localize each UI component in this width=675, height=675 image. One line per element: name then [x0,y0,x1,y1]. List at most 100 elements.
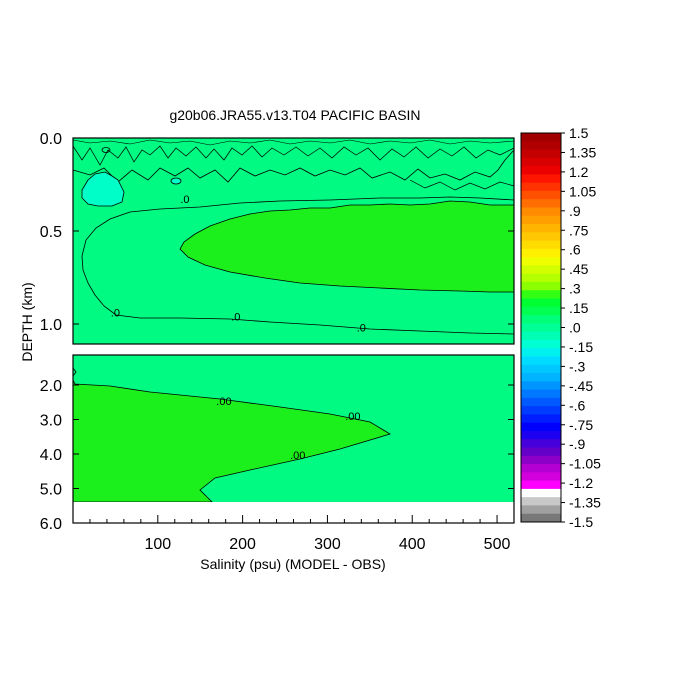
upper-small-eddy-2 [101,147,111,153]
colorbar-swatch [521,240,561,250]
colorbar-swatch [521,397,561,407]
colorbar-label: -.15 [569,339,593,355]
y-tick-label: 1.0 [40,317,62,334]
contour-label: .0 [231,311,240,323]
upper-spiky-contour-2 [72,139,515,146]
y-tick-label: 0.0 [40,131,62,148]
y-tick-label: 5.0 [40,482,62,499]
colorbar-swatch [521,480,561,490]
colorbar-swatch [521,190,561,200]
x-tick-label: 400 [399,536,426,553]
colorbar-swatch [521,414,561,424]
colorbar-label: -.9 [569,436,586,452]
colorbar-swatch [521,273,561,283]
lower-missing-data-band [73,502,514,523]
colorbar-label: .75 [569,222,589,238]
colorbar-swatch [521,149,561,159]
colorbar-swatch [521,373,561,382]
colorbar-swatch [521,497,561,506]
y-tick-label: 3.0 [40,413,62,430]
upper-contour-mid [81,196,515,335]
colorbar-swatch [521,248,561,258]
colorbar-label: .6 [569,242,581,258]
x-tick-label: 500 [484,536,511,553]
colorbar-label: .45 [569,261,589,277]
colorbar-label: -1.2 [569,475,593,491]
upper-contour-labels: .0 .0 .0 .0 [111,194,366,334]
colorbar-swatch [521,157,561,167]
colorbar-swatch [521,232,561,241]
contour-label: .0 [111,308,120,320]
contour-label: .00 [290,450,305,462]
colorbar-swatch [521,281,561,291]
lower-panel: .00 .00 .00 100 200 300 400 500 2.0 3.0 4.0 5.0 6.… [40,354,515,553]
colorbar-swatch [521,331,561,341]
colorbar-swatch [521,174,561,184]
upper-right-surface-contour [409,179,515,191]
colorbar-swatch [521,141,561,150]
colorbar: 1.5 1.35 1.2 1.05 .9 .75 .6 .45 .3 .15 .0 -.15 -.3 -.… [520,125,601,530]
colorbar-label: .15 [569,300,589,316]
colorbar-swatch [521,339,561,349]
y-axis-label: DEPTH (km) [19,282,35,361]
colorbar-label: -1.35 [569,495,601,511]
upper-panel: .0 .0 .0 .0 0.0 0.5 1.0 [40,131,515,345]
colorbar-label: -.3 [569,358,586,374]
colorbar-label: 1.35 [569,144,596,160]
y-tick-label: 6.0 [40,516,62,533]
colorbar-label: -.75 [569,417,593,433]
colorbar-swatch [521,389,561,399]
colorbar-swatch [521,472,561,482]
lower-green-wedge [72,368,391,503]
colorbar-swatch [521,182,561,192]
upper-green-core [179,200,515,293]
colorbar-swatch [521,199,561,208]
colorbar-swatch [521,406,561,415]
colorbar-swatch [521,257,561,266]
colorbar-label: .3 [569,281,581,297]
colorbar-swatch [521,488,561,498]
lower-contour-labels: .00 .00 .00 [216,396,360,462]
colorbar-swatch [521,290,561,299]
y-tick-label: 0.5 [40,224,62,241]
colorbar-swatch [521,166,561,175]
y-tick-label: 2.0 [40,378,62,395]
colorbar-label: .9 [569,203,581,219]
upper-small-eddy-1 [170,177,182,185]
colorbar-swatch [521,513,561,523]
upper-y-axis: 0.0 0.5 1.0 [40,131,514,334]
x-tick-label: 100 [144,536,171,553]
contour-label: .00 [345,411,360,423]
lower-y-axis: 2.0 3.0 4.0 5.0 6.0 [40,378,514,533]
colorbar-swatch [521,133,561,142]
colorbar-swatch [521,315,561,324]
colorbar-swatch [521,265,561,275]
colorbar-label: .0 [569,320,581,336]
colorbar-swatch [521,224,561,233]
colorbar-label: 1.05 [569,183,596,199]
upper-cyan-patch [81,171,125,207]
chart-title: g20b06.JRA55.v13.T04 PACIFIC BASIN [169,107,420,123]
colorbar-swatch [521,447,561,457]
colorbar-swatch [521,364,561,374]
colorbar-label: 1.5 [569,125,589,141]
upper-panel-frame [72,137,515,345]
colorbar-label: -1.05 [569,456,601,472]
upper-spiky-contour-1 [72,145,515,166]
x-axis: 100 200 300 400 500 [89,515,511,553]
upper-surface-layer [72,137,515,183]
x-tick-label: 300 [314,536,341,553]
colorbar-label: -1.5 [569,514,593,530]
colorbar-label: 1.2 [569,164,589,180]
contour-label: .0 [180,194,189,206]
colorbar-label: -.45 [569,378,593,394]
colorbar-swatch [521,356,561,366]
y-tick-label: 4.0 [40,447,62,464]
colorbar-swatch [521,439,561,448]
contour-label: .00 [216,396,231,408]
x-tick-label: 200 [229,536,256,553]
colorbar-swatch [521,455,561,465]
colorbar-swatch [521,215,561,225]
colorbar-swatch [521,207,561,217]
